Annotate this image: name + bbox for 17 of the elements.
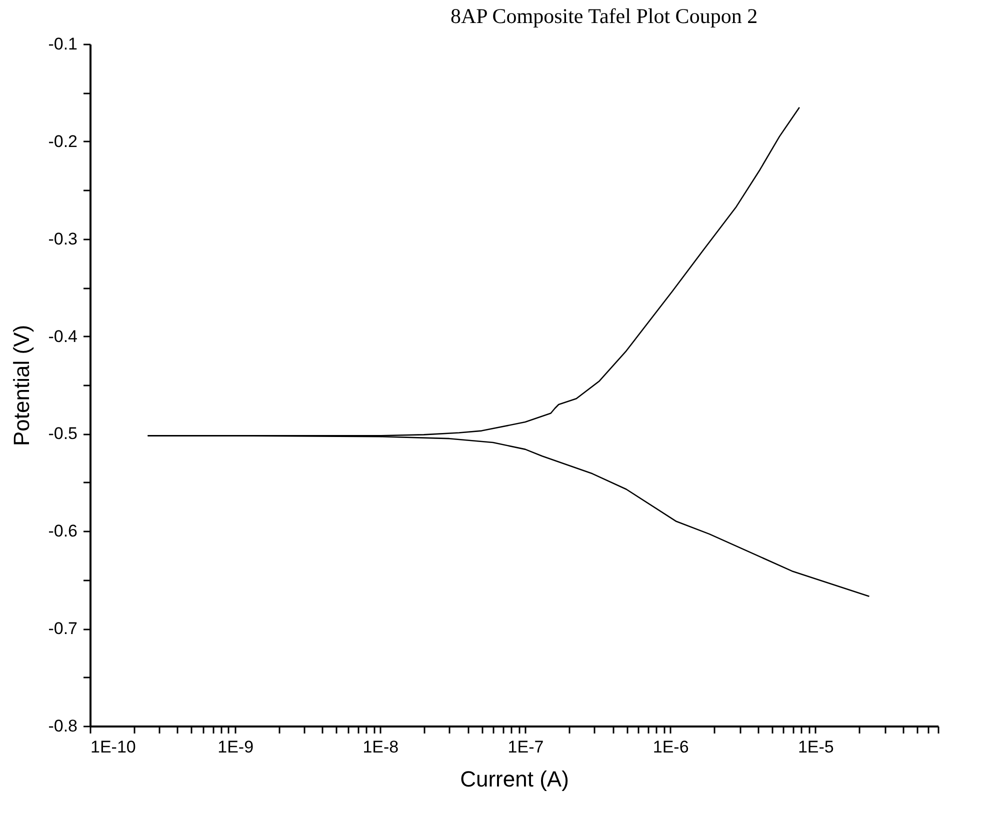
x-tick-label: 1E-10 bbox=[90, 738, 136, 756]
chart-title: 8AP Composite Tafel Plot Coupon 2 bbox=[450, 4, 758, 28]
x-tick-label: 1E-5 bbox=[798, 738, 834, 756]
y-tick-label: -0.5 bbox=[48, 424, 78, 444]
y-tick-label: -0.2 bbox=[48, 132, 78, 151]
x-tick-label: 1E-9 bbox=[218, 738, 254, 756]
x-tick-label: 1E-6 bbox=[652, 738, 689, 756]
y-tick-label: -0.4 bbox=[48, 326, 78, 346]
x-axis-title: Current (A) bbox=[460, 766, 569, 792]
y-axis-title: Potential (V) bbox=[9, 324, 34, 446]
y-tick-label: -0.6 bbox=[48, 522, 78, 541]
x-tick-label: 1E-7 bbox=[508, 738, 544, 756]
y-tick-label: -0.8 bbox=[48, 716, 78, 736]
x-tick-label: 1E-8 bbox=[362, 738, 399, 756]
y-tick-label: -0.7 bbox=[48, 619, 78, 638]
y-tick-label: -0.1 bbox=[48, 34, 78, 54]
y-tick-label: -0.3 bbox=[48, 229, 78, 248]
